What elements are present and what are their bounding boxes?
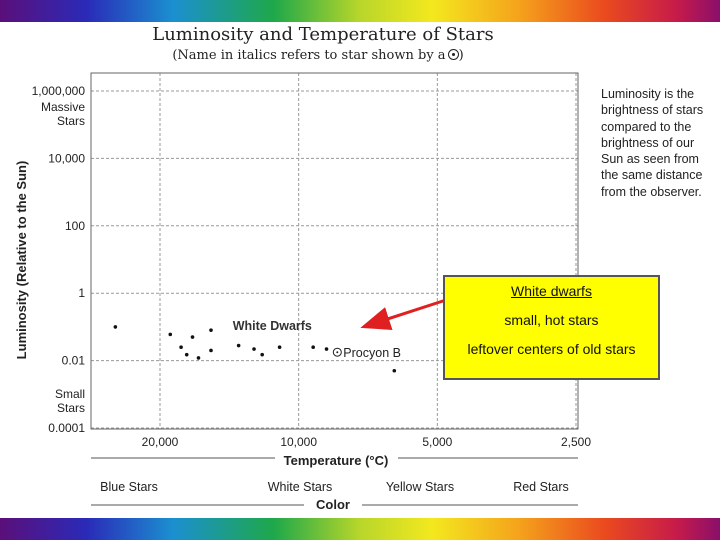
star-point (179, 345, 183, 349)
star-point (324, 347, 329, 351)
chart-annotations: White Dwarfs Procyon B (233, 319, 401, 360)
star-point (196, 356, 201, 360)
procyon-b-label: Procyon B (343, 346, 401, 360)
subtitle-text: (Name in italics refers to star shown by… (172, 48, 446, 63)
sun-marker-dot (336, 351, 339, 354)
white-dwarfs-callout: White dwarfs small, hot stars leftover c… (443, 275, 660, 380)
color-range-label: White Stars (268, 480, 333, 494)
y-annotation-label: Massive (41, 100, 85, 114)
callout-line-1: small, hot stars (504, 312, 599, 328)
y-annotation-label: Stars (57, 401, 85, 415)
y-tick-label: 0.01 (62, 354, 86, 368)
color-axis-label: Color (316, 497, 350, 512)
star-point (236, 343, 241, 348)
star-point (190, 335, 195, 339)
color-range-label: Yellow Stars (386, 480, 454, 494)
y-tick-label: 10,000 (48, 151, 85, 165)
y-annotation-label: Stars (57, 114, 85, 128)
y-annotation-label: Small (55, 387, 85, 401)
y-tick-label: 100 (65, 219, 85, 233)
y-tick-label: 1 (78, 286, 85, 300)
star-point (311, 345, 315, 349)
sun-marker-icon (332, 347, 342, 357)
x-tick-label: 5,000 (422, 435, 452, 449)
rainbow-top-border (0, 0, 720, 22)
slide-title: Luminosity and Temperature of Stars (152, 24, 494, 45)
luminosity-note: Luminosity is the brightness of stars co… (601, 87, 704, 199)
callout-line-2: leftover centers of old stars (467, 341, 636, 357)
x-tick-label: 20,000 (142, 435, 179, 449)
x-axis-label: Temperature (°C) (284, 453, 389, 468)
y-axis-label: Luminosity (Relative to the Sun) (14, 161, 29, 360)
star-point (392, 368, 397, 373)
plot-area-frame (90, 72, 579, 430)
color-ranges: Blue Stars White Stars Yellow Stars Red Sta… (100, 480, 569, 494)
white-dwarfs-label: White Dwarfs (233, 319, 312, 333)
rainbow-bottom-border (0, 518, 720, 540)
star-point (277, 345, 282, 349)
x-tick-label: 10,000 (280, 435, 317, 449)
star-point (113, 325, 118, 329)
star-point (252, 347, 256, 351)
star-point (209, 328, 213, 332)
color-range-label: Blue Stars (100, 480, 158, 494)
star-point (168, 332, 173, 337)
x-tick-label: 2,500 (561, 435, 591, 449)
star-point (184, 352, 189, 357)
star-point (209, 348, 213, 353)
star-point (260, 352, 264, 357)
slide-subtitle: (Name in italics refers to star shown by… (172, 48, 464, 63)
color-range-label: Red Stars (513, 480, 569, 494)
callout-title: White dwarfs (511, 283, 592, 299)
y-tick-labels: 1,000,000 10,000 100 1 0.01 0.0001 (32, 84, 86, 435)
sun-symbol-icon (447, 49, 459, 60)
x-tick-labels: 20,000 10,000 5,000 2,500 (142, 435, 592, 449)
callout-arrow (360, 298, 447, 330)
y-tick-label: 0.0001 (48, 421, 85, 435)
y-tick-label: 1,000,000 (32, 84, 86, 98)
